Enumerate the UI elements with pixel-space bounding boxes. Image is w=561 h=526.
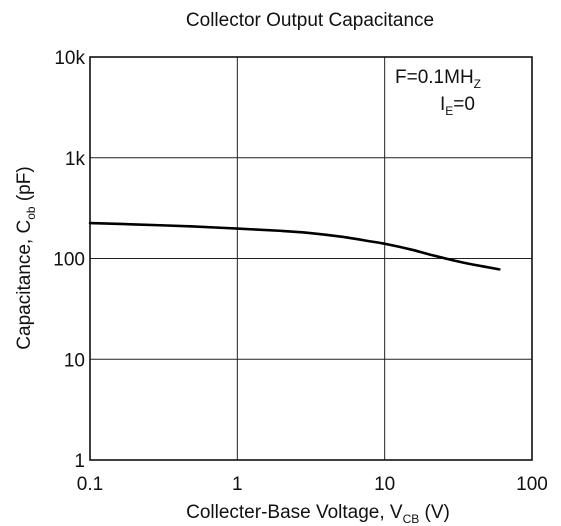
y-axis-label-unit: (pF): [14, 166, 35, 206]
y-tick-label: 10: [64, 350, 85, 371]
emitter-current-rest: =0: [453, 94, 475, 115]
y-tick-label: 10k: [54, 48, 85, 69]
y-axis-label: Capacitance, Cob (pF): [14, 166, 38, 349]
x-tick-label: 10: [374, 474, 395, 495]
x-tick-label: 1: [232, 474, 243, 495]
emitter-current-main: I: [440, 94, 445, 115]
series-layer: [88, 221, 501, 271]
x-axis-label-main: Collecter-Base Voltage, V: [186, 502, 403, 523]
x-tick-label: 0.1: [77, 474, 103, 495]
x-tick-label: 100: [516, 474, 548, 495]
y-tick-label: 1k: [65, 149, 86, 170]
frequency-annotation-main: F=0.1MH: [395, 67, 474, 88]
x-axis-label-unit: (V): [419, 502, 450, 523]
emitter-current-annotation: IE=0: [440, 94, 475, 118]
x-tick-labels: 0.1 1 10 100: [77, 474, 548, 495]
frequency-annotation-sub: Z: [474, 77, 481, 91]
y-tick-labels: 1 10 100 1k 10k: [53, 48, 85, 472]
emitter-current-sub: E: [445, 104, 453, 118]
y-axis-label-main: Capacitance, C: [14, 220, 35, 350]
y-tick-label: 1: [74, 451, 85, 472]
y-tick-label: 100: [53, 250, 85, 271]
chart-title: Collector Output Capacitance: [186, 10, 434, 31]
x-axis-label-sub: CB: [403, 512, 420, 526]
capacitance-curve: [88, 221, 501, 271]
frequency-annotation: F=0.1MHZ: [395, 67, 481, 91]
grid-lines: [89, 56, 533, 461]
x-axis-label: Collecter-Base Voltage, VCB (V): [186, 502, 450, 526]
plot-frame: [89, 56, 533, 461]
y-axis-label-sub: ob: [24, 206, 38, 220]
